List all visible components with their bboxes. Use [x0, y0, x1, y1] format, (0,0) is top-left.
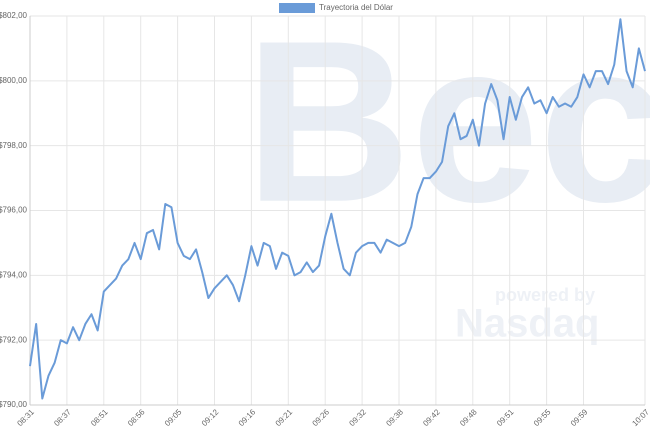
x-tick-label: 08:51: [89, 407, 110, 427]
x-tick-label: 09:42: [421, 407, 442, 427]
x-tick-label: 09:51: [495, 407, 516, 427]
watermark-partner: Nasdaq: [455, 302, 600, 346]
x-tick-label: 09:12: [200, 407, 221, 427]
x-tick-label: 08:37: [52, 407, 73, 427]
watermark-brand: Bec: [245, 0, 650, 250]
y-tick-label: $802,00: [0, 11, 28, 20]
x-tick-label: 09:05: [163, 407, 184, 427]
data-line: [29, 18, 646, 400]
x-tick-label: 08:56: [126, 407, 147, 427]
x-tick-label: 10:07: [630, 407, 650, 427]
y-tick-label: $794,00: [0, 270, 28, 279]
x-tick-label: 09:21: [274, 407, 295, 427]
watermark-tagline: powered by: [495, 285, 595, 305]
y-tick-label: $800,00: [0, 76, 28, 85]
x-tick-label: 09:16: [237, 407, 258, 427]
x-tick-label: 09:32: [347, 407, 368, 427]
x-tick-label: 09:55: [532, 407, 553, 427]
y-tick-label: $798,00: [0, 141, 28, 150]
y-tick-label: $790,00: [0, 400, 28, 409]
x-tick-label: 09:38: [384, 407, 405, 427]
legend-label: Trayectoria del Dólar: [319, 3, 393, 12]
x-tick-label: 08:31: [15, 407, 36, 427]
y-tick-label: $792,00: [0, 335, 28, 344]
y-tick-label: $796,00: [0, 206, 28, 215]
legend-swatch: [279, 3, 315, 13]
x-tick-label: 09:48: [458, 407, 479, 427]
x-tick-label: 09:26: [311, 407, 332, 427]
legend: Trayectoria del Dólar: [279, 3, 393, 13]
x-tick-label: 09:59: [569, 407, 590, 427]
